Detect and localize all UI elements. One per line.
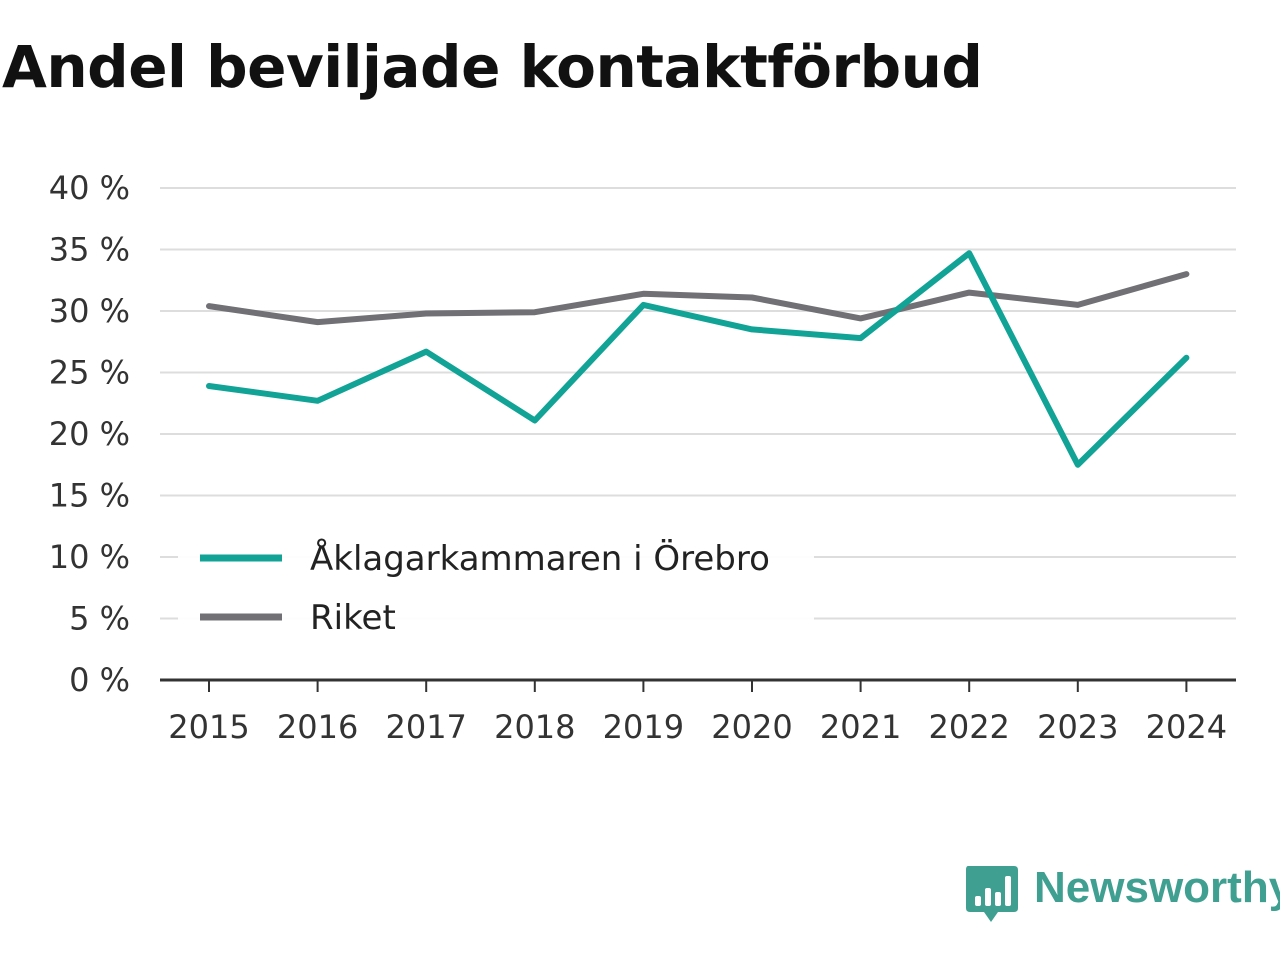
x-tick-label: 2021 [820, 708, 901, 746]
x-tick-label: 2024 [1146, 708, 1227, 746]
x-tick-label: 2015 [168, 708, 249, 746]
series-line-riket [206, 271, 1190, 326]
x-tick-label: 2017 [385, 708, 466, 746]
y-tick-label: 20 % [49, 415, 130, 453]
x-tick-label: 2020 [711, 708, 792, 746]
y-tick-label: 40 % [49, 169, 130, 207]
y-axis-ticks: 0 % 5 % 10 % 15 % 20 % 25 % 30 % 35 % 40 % [49, 169, 130, 699]
y-tick-label: 10 % [49, 538, 130, 576]
x-tick-label: 2022 [928, 708, 1009, 746]
legend-label: Åklagarkammaren i Örebro [310, 538, 770, 579]
brand-name: Newsworthy [1034, 863, 1280, 912]
series-line-aklagarkammaren [206, 250, 1190, 468]
legend-label: Riket [310, 598, 396, 638]
x-tick-label: 2019 [603, 708, 684, 746]
y-tick-label: 15 % [49, 477, 130, 515]
y-tick-label: 35 % [49, 231, 130, 269]
chart-title: Andel beviljade kontaktförbud [2, 33, 983, 101]
x-axis: 2015 2016 2017 2018 2019 2020 2021 2022 2023 2024 [160, 678, 1236, 746]
series-lines [206, 250, 1190, 468]
y-tick-label: 25 % [49, 354, 130, 392]
y-tick-label: 0 % [69, 661, 130, 699]
x-tick-label: 2023 [1037, 708, 1118, 746]
newsworthy-brand: Newsworthy [962, 864, 1280, 928]
y-tick-label: 30 % [49, 292, 130, 330]
newsworthy-logo-icon [966, 866, 1018, 922]
x-tick-label: 2016 [277, 708, 358, 746]
legend-background [178, 520, 814, 648]
legend: Åklagarkammaren i Örebro Riket [178, 520, 814, 648]
x-tick-label: 2018 [494, 708, 575, 746]
y-tick-label: 5 % [69, 600, 130, 638]
